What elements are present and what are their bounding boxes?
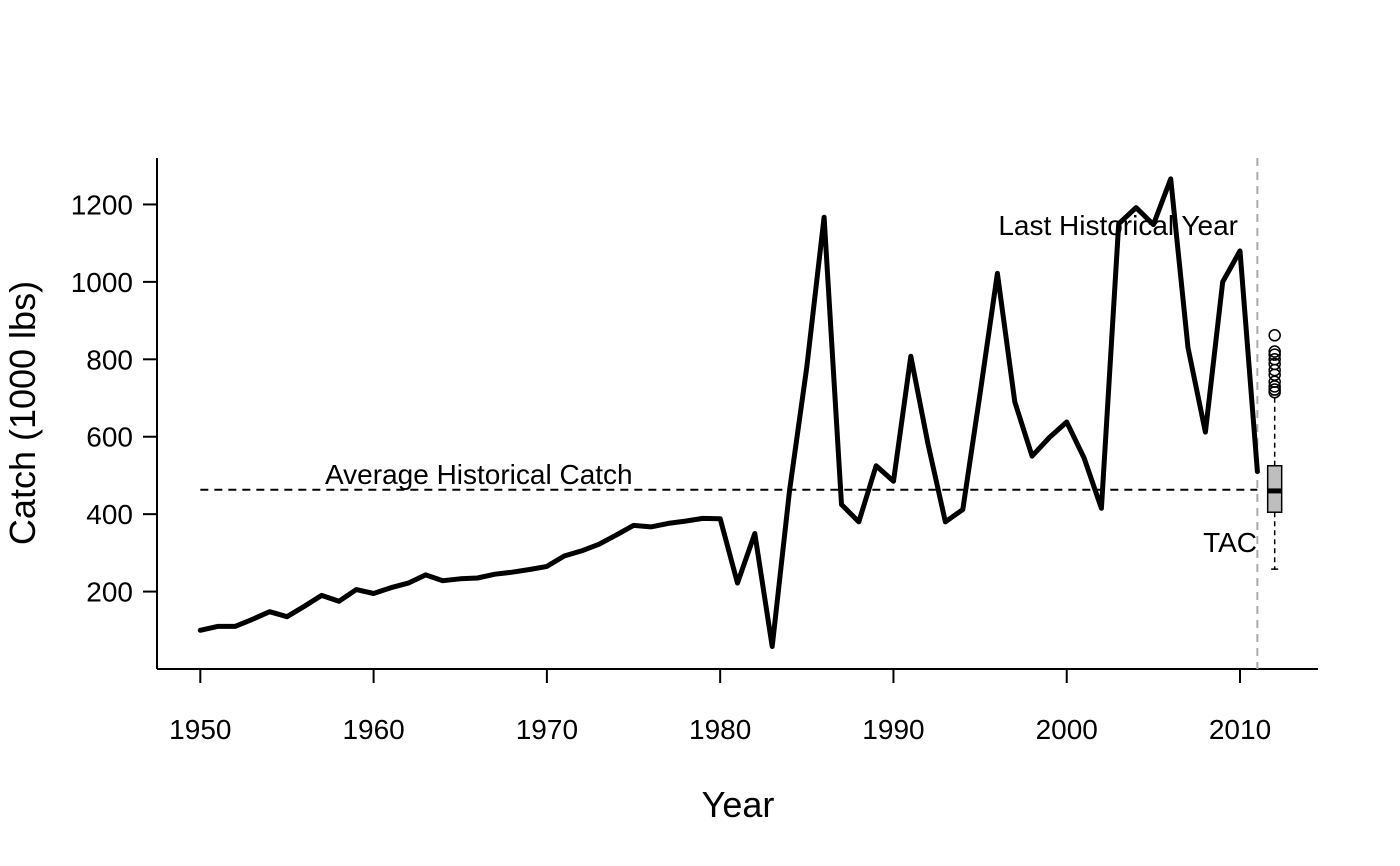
x-tick-label: 1950 [169,714,231,745]
last-historical-year-label: Last Historical Year [998,210,1238,241]
y-tick-label: 1000 [71,267,133,298]
tac-outlier [1268,383,1281,396]
tac-outlier [1268,329,1281,342]
x-tick-label: 1990 [862,714,924,745]
x-tick-label: 2000 [1036,714,1098,745]
catch-series-line [197,176,1260,649]
x-tick-label: 1970 [516,714,578,745]
average-historical-catch-label: Average Historical Catch [325,459,633,490]
y-tick-label: 1200 [71,189,133,220]
y-tick-label: 600 [86,422,133,453]
axes: 1950 1960 1970 1980 1990 2000 2010 200 400 600 800… [71,158,1318,745]
x-tick-label: 1980 [689,714,751,745]
y-tick-label: 800 [86,344,133,375]
series-group [197,176,1260,649]
x-tick-label: 1960 [342,714,404,745]
y-tick-label: 400 [86,499,133,530]
x-tick-label: 2010 [1209,714,1271,745]
tac-outlier [1268,353,1281,366]
tac-outlier [1268,357,1281,371]
tac-outlier [1268,348,1281,361]
y-axis-title: Catch (1000 lbs) [2,281,43,545]
tac-outlier [1268,345,1281,358]
y-tick-label: 200 [86,577,133,608]
tac-label: TAC [1203,527,1257,558]
x-axis-title: Year [702,784,775,825]
reference-lines [200,158,1259,669]
labels: Year Catch (1000 lbs) Average Historical… [2,210,1257,825]
tac-boxplot [1266,329,1283,570]
